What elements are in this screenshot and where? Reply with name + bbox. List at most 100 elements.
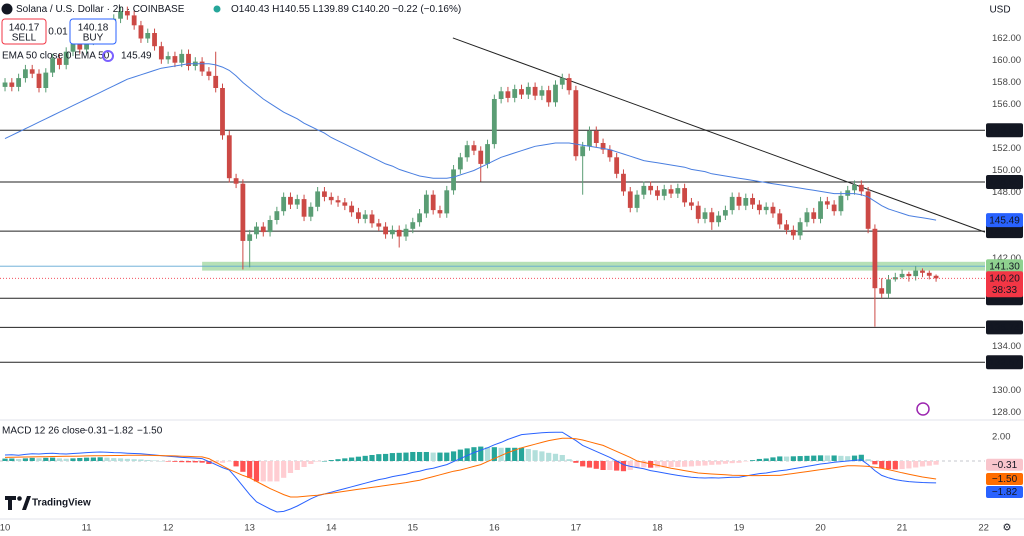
ema-icon[interactable] [102,50,114,62]
histogram-bar [926,460,932,466]
candle-body [709,212,715,223]
axis-label: 141.30 [989,261,1020,272]
buy-button[interactable] [69,18,117,45]
candle-body [621,173,626,192]
candle-body [512,89,518,98]
candle-body [553,84,558,103]
histogram-bar [586,460,593,468]
histogram-bar [817,455,824,461]
candle-body [356,212,361,219]
axis-label: −1.50 [992,474,1018,485]
histogram-bar [770,457,776,461]
histogram-bar [933,460,939,465]
candle-body [23,69,28,79]
candle-body [70,44,76,52]
histogram-bar [512,447,518,461]
histogram-bar [783,456,790,461]
candle-body [743,198,749,206]
histogram-bar [335,459,341,461]
histogram-bar [416,451,423,461]
histogram-bar [831,455,837,461]
histogram-bar [97,457,103,461]
axis-label: −1.82 [992,487,1018,498]
axis-label-box: 148.95 [986,175,1023,190]
axis-label-bg [986,123,1023,138]
candle-body [689,202,694,206]
histogram-bar [654,460,661,468]
histogram-bar [695,460,701,466]
candle-body [824,201,830,205]
axis-label-bg [986,486,1023,499]
histogram-bar [158,460,164,462]
histogram-bar [845,456,851,461]
axis-label: 138.39 [989,293,1020,304]
candle-body [2,82,8,87]
axis-label-bg [986,355,1023,370]
x-tick-label: 12 [163,523,174,534]
histogram-bar [240,460,246,472]
histogram-bar [165,460,171,462]
histogram-bar [301,460,307,467]
y-tick-label: 148.00 [992,187,1021,198]
axis-label-bg [986,259,1023,274]
histogram-bar [777,456,783,461]
candle-body [308,206,314,217]
histogram-bar [403,452,409,461]
histogram-bar [620,460,627,472]
candle-body [56,58,62,65]
candle-body [281,196,287,212]
candle-body [858,184,864,192]
sell-label: SELL [12,33,37,44]
candle-body [43,72,49,88]
histogram-bar [104,457,110,461]
histogram-bar [763,458,769,461]
histogram-bar [716,460,722,465]
axis-label-box: 141.30 [986,259,1023,274]
histogram-bar [287,460,294,474]
candle-body [220,88,225,136]
candle-body [158,46,164,60]
sell-button[interactable] [1,18,47,45]
trendline [452,37,986,233]
histogram-bar [70,458,76,461]
histogram-bar [885,460,892,470]
histogram-bar [824,455,830,461]
axis-label-box: −0.31 [986,458,1023,471]
candle-body [886,279,891,294]
candle-body [716,215,722,223]
histogram-bar [321,460,328,462]
histogram-bar [661,460,667,468]
histogram-bar [736,460,742,463]
candle-body [491,99,497,145]
candle-body [172,56,178,63]
ohlc-info: O140.43 H140.55 L139.89 C140.20 −0.22 (−… [231,4,461,15]
candle-body [593,130,599,143]
candle-body [926,272,932,276]
candle-body [36,73,42,88]
x-tick-label: 22 [978,523,989,534]
currency[interactable]: USD [989,5,1010,16]
x-tick-label: 13 [244,523,255,534]
candle-body [722,210,728,216]
candle-body [457,157,463,170]
histogram-bar [838,455,844,461]
histogram-bar [879,460,885,469]
indicator-icon[interactable] [916,402,930,416]
candle-body [131,15,137,26]
candle-body [580,146,586,157]
histogram-bar [145,460,151,461]
candle-body [451,169,456,191]
histogram-bar [111,458,117,461]
candle-body [600,143,606,150]
candle-body [845,190,851,196]
candle-body [437,210,443,214]
candle-body [423,194,429,214]
candle-body [906,273,912,277]
candle-body [226,135,232,179]
candle-body [756,204,762,211]
histogram-bar [457,449,463,461]
candle-body [9,82,15,87]
candle-body [213,75,219,88]
settings-icon[interactable]: ⚙ [1003,523,1012,534]
candle-body [389,229,395,235]
